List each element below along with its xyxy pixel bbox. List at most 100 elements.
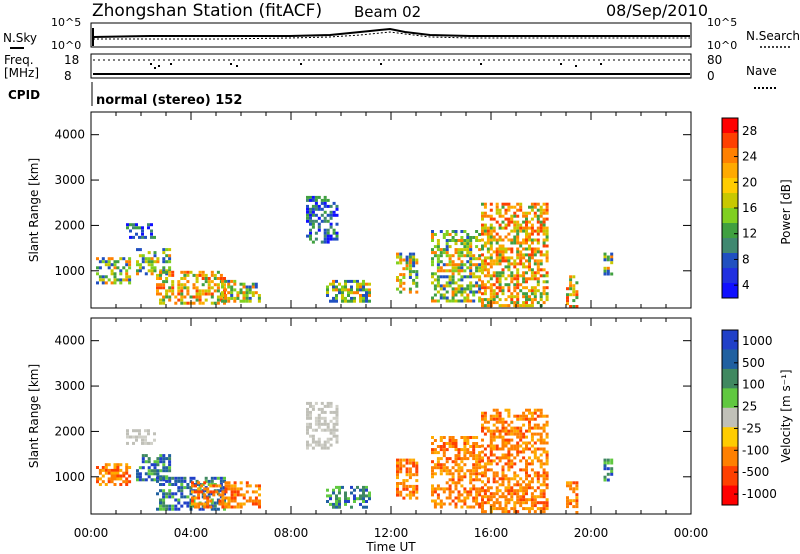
heatmap-cell — [542, 268, 546, 272]
heatmap-cell — [245, 294, 249, 297]
heatmap-cell — [504, 265, 508, 269]
heatmap-cell — [542, 253, 546, 257]
heatmap-cell — [251, 502, 255, 506]
heatmap-cell — [516, 301, 520, 305]
heatmap-cell — [309, 207, 312, 211]
heatmap-cell — [507, 456, 511, 460]
heatmap-cell — [213, 501, 217, 505]
heatmap-cell — [530, 205, 534, 209]
heatmap-cell — [159, 292, 162, 296]
heatmap-cell — [486, 486, 490, 490]
heatmap-cell — [522, 447, 526, 451]
heatmap-cell — [150, 232, 153, 236]
heatmap-cell — [572, 505, 576, 509]
heatmap-cell — [489, 417, 493, 421]
heatmap-cell — [233, 279, 237, 283]
heatmap-cell — [433, 487, 437, 491]
heatmap-cell — [522, 247, 526, 251]
heatmap-cell — [335, 413, 339, 417]
heatmap-cell — [478, 275, 482, 279]
heatmap-cell — [610, 261, 614, 265]
heatmap-cell — [101, 281, 105, 285]
heatmap-cell — [545, 471, 549, 475]
heatmap-cell — [519, 432, 523, 436]
heatmap-cell — [492, 432, 496, 436]
heatmap-cell — [442, 487, 446, 491]
heatmap-cell — [486, 286, 490, 290]
heatmap-cell — [489, 492, 493, 496]
heatmap-cell — [539, 274, 543, 278]
heatmap-cell — [156, 260, 160, 264]
heatmap-cell — [439, 439, 443, 442]
heatmap-cell — [486, 262, 490, 266]
heatmap-cell — [522, 304, 526, 308]
heatmap-cell — [230, 490, 234, 494]
heatmap-cell — [242, 299, 246, 303]
heatmap-cell — [162, 280, 166, 284]
heatmap-cell — [466, 457, 470, 461]
heatmap-cell — [451, 281, 455, 285]
heatmap-cell — [486, 247, 490, 251]
heatmap-cell — [445, 448, 449, 452]
heatmap-cell — [347, 291, 350, 295]
heatmap-cell — [495, 492, 499, 496]
heatmap-cell — [516, 444, 520, 448]
heatmap-cell — [186, 486, 190, 490]
heatmap-cell — [501, 250, 505, 254]
heatmap-cell — [314, 440, 318, 444]
freq-scatter-dots — [150, 63, 602, 69]
heatmap-cell — [504, 429, 508, 433]
heatmap-cell — [138, 254, 142, 258]
heatmap-cell — [481, 459, 484, 463]
heatmap-cell — [204, 280, 208, 284]
heatmap-cell — [519, 483, 523, 487]
heatmap-cell — [210, 286, 214, 290]
heatmap-cell — [431, 236, 434, 239]
heatmap-cell — [495, 292, 499, 296]
heatmap-cell — [478, 505, 482, 509]
heatmap-cell — [498, 420, 502, 424]
heatmap-cell — [396, 490, 399, 494]
heatmap-cell — [332, 210, 336, 214]
heatmap-cell — [483, 262, 487, 266]
heatmap-cell — [122, 278, 126, 282]
heatmap-cell — [332, 299, 335, 303]
heatmap-cell — [198, 292, 202, 296]
heatmap-cell — [104, 463, 108, 467]
heatmap-cell — [431, 272, 434, 276]
heatmap-cell — [492, 477, 496, 481]
heatmap-cell — [489, 504, 493, 508]
heatmap-cell — [575, 493, 579, 497]
heatmap-cell — [314, 419, 318, 423]
heatmap-cell — [513, 286, 517, 290]
heatmap-cell — [460, 460, 464, 464]
heatmap-cell — [245, 484, 249, 488]
heatmap-cell — [495, 295, 499, 299]
heatmap-cell — [463, 296, 467, 300]
heatmap-cell — [405, 493, 409, 497]
heatmap-cell — [365, 500, 368, 503]
heatmap-cell — [150, 478, 154, 482]
heatmap-cell — [224, 296, 228, 300]
heatmap-cell — [489, 262, 493, 266]
heatmap-cell — [153, 266, 157, 270]
heatmap-cell — [162, 260, 166, 264]
heatmap-cell — [335, 213, 339, 217]
heatmap-cell — [433, 233, 437, 236]
heatmap-cell — [489, 447, 493, 451]
heatmap-cell — [472, 469, 476, 473]
heatmap-cell — [472, 263, 476, 267]
heatmap-cell — [171, 476, 175, 480]
heatmap-cell — [495, 429, 499, 433]
heatmap-cell — [138, 472, 142, 476]
heatmap-cell — [311, 219, 315, 223]
heatmap-cell — [478, 490, 482, 494]
heatmap-cell — [101, 275, 105, 279]
heatmap-cell — [495, 420, 499, 424]
heatmap-cell — [171, 292, 175, 296]
velocity-ylabel: Slant Range [km] — [27, 364, 41, 468]
heatmap-cell — [572, 275, 576, 279]
heatmap-cell — [533, 229, 537, 233]
heatmap-cell — [309, 228, 312, 232]
heatmap-cell — [501, 423, 505, 427]
